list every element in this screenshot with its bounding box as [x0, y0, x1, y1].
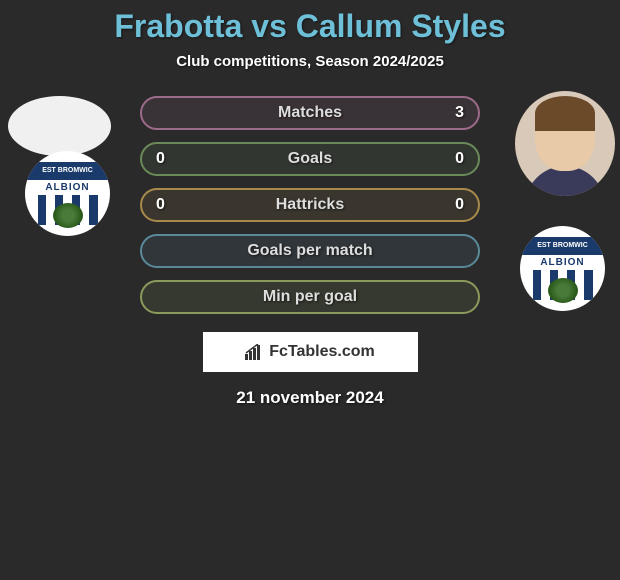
stat-label: Matches [278, 104, 342, 122]
stat-label: Goals [288, 150, 332, 168]
subtitle: Club competitions, Season 2024/2025 [0, 53, 620, 70]
club-crest-right: EST BROMWIC ALBION [520, 226, 605, 311]
comparison-card: Frabotta vs Callum Styles Club competiti… [0, 0, 620, 408]
stat-row-goals: 0 Goals 0 [140, 142, 480, 176]
stat-label: Hattricks [276, 196, 344, 214]
stat-right-value: 0 [455, 150, 464, 168]
watermark-badge: FcTables.com [203, 332, 418, 372]
stat-row-hattricks: 0 Hattricks 0 [140, 188, 480, 222]
stat-label: Goals per match [247, 242, 372, 260]
stat-label: Min per goal [263, 288, 357, 306]
player-left-avatar [8, 96, 111, 156]
stat-row-matches: Matches 3 [140, 96, 480, 130]
watermark-text: FcTables.com [269, 343, 375, 361]
stat-right-value: 0 [455, 196, 464, 214]
stat-left-value: 0 [156, 196, 165, 214]
chart-icon [245, 344, 263, 360]
date-text: 21 november 2024 [0, 388, 620, 408]
player-right-avatar [515, 91, 615, 196]
page-title: Frabotta vs Callum Styles [0, 8, 620, 45]
club-crest-left: EST BROMWIC ALBION [25, 151, 110, 236]
stats-area: EST BROMWIC ALBION EST BROMWIC ALBION Ma… [0, 96, 620, 408]
stat-row-min-per-goal: Min per goal [140, 280, 480, 314]
stat-left-value: 0 [156, 150, 165, 168]
stat-rows: Matches 3 0 Goals 0 0 Hattricks 0 Goals … [140, 96, 480, 314]
stat-right-value: 3 [455, 104, 464, 122]
stat-row-goals-per-match: Goals per match [140, 234, 480, 268]
